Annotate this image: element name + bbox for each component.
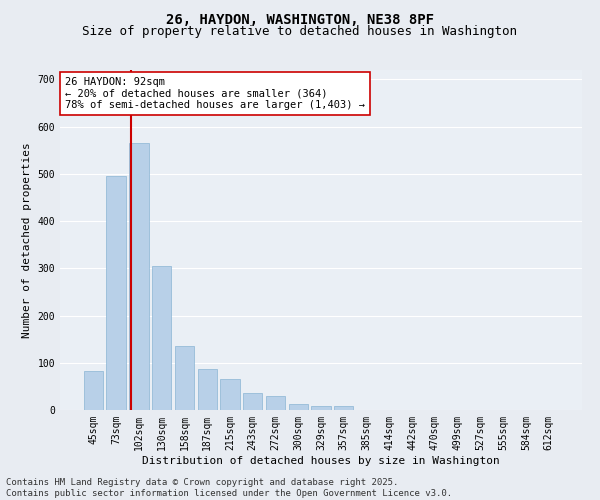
Bar [243,392,262,410]
Text: Size of property relative to detached houses in Washington: Size of property relative to detached ho… [83,25,517,38]
Bar [220,380,239,410]
X-axis label: Distribution of detached houses by size in Washington: Distribution of detached houses by size … [142,456,500,466]
Bar [311,406,331,410]
Bar [266,396,285,410]
Bar [106,176,126,410]
Text: 26 HAYDON: 92sqm
← 20% of detached houses are smaller (364)
78% of semi-detached: 26 HAYDON: 92sqm ← 20% of detached house… [65,77,365,110]
Text: 26, HAYDON, WASHINGTON, NE38 8PF: 26, HAYDON, WASHINGTON, NE38 8PF [166,12,434,26]
Y-axis label: Number of detached properties: Number of detached properties [22,142,32,338]
Bar [152,266,172,410]
Bar [129,143,149,410]
Bar [289,404,308,410]
Bar [334,406,353,410]
Bar [197,369,217,410]
Bar [84,371,103,410]
Text: Contains HM Land Registry data © Crown copyright and database right 2025.
Contai: Contains HM Land Registry data © Crown c… [6,478,452,498]
Bar [175,346,194,410]
